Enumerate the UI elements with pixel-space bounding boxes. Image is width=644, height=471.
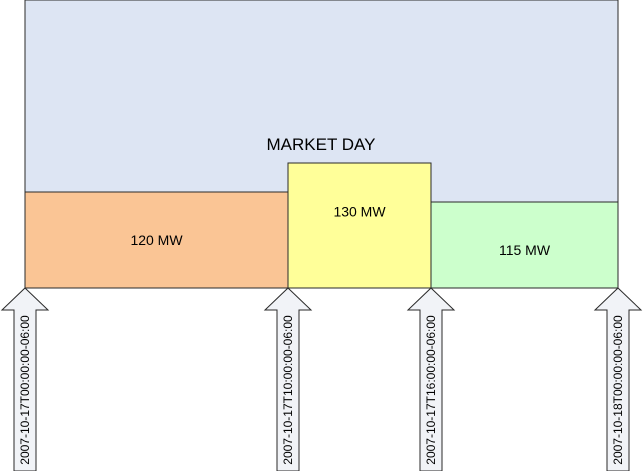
up-arrow-icon (406, 287, 456, 471)
time-marker-1: 2007-10-17T00:00:00-06:00 (0, 287, 50, 471)
time-marker-label: 2007-10-17T10:00:00-06:00 (281, 315, 295, 465)
time-markers: 2007-10-17T00:00:00-06:00 2007-10-17T10:0… (0, 287, 643, 471)
block-rect (24, 191, 289, 289)
market-day-title: MARKET DAY (267, 135, 376, 154)
time-marker-label: 2007-10-18T00:00:00-06:00 (611, 315, 625, 465)
block-rect (287, 162, 432, 289)
time-marker-2: 2007-10-17T10:00:00-06:00 (263, 287, 313, 471)
time-marker-3: 2007-10-17T16:00:00-06:00 (406, 287, 456, 471)
block-2: 130 MW (287, 162, 432, 289)
block-3: 115 MW (430, 201, 619, 289)
block-rect (430, 201, 619, 289)
up-arrow-icon (263, 287, 313, 471)
time-marker-label: 2007-10-17T00:00:00-06:00 (18, 315, 32, 465)
time-marker-4: 2007-10-18T00:00:00-06:00 (593, 287, 643, 471)
time-marker-label: 2007-10-17T16:00:00-06:00 (424, 315, 438, 465)
block-label: 115 MW (499, 242, 551, 258)
hourly-blocks: 120 MW 130 MW 115 MW (24, 162, 619, 289)
block-label: 130 MW (333, 204, 386, 220)
block-1: 120 MW (24, 191, 289, 289)
block-label: 120 MW (130, 232, 183, 248)
up-arrow-icon (593, 287, 643, 471)
up-arrow-icon (0, 287, 50, 471)
